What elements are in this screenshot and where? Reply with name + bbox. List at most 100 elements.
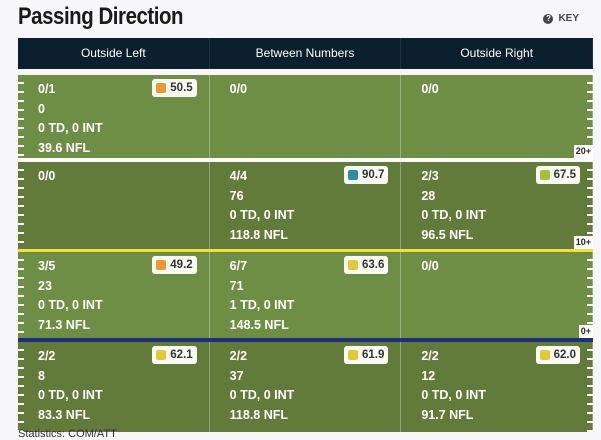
grade-value: 50.5: [170, 82, 193, 94]
hash-marks: [587, 342, 593, 432]
stat-line: 118.8 NFL: [229, 407, 289, 422]
blue-scrimmage-line: [18, 338, 593, 342]
stat-line: 0 TD, 0 INT: [38, 121, 103, 135]
footer-note: Statistics: COM/ATT: [18, 428, 117, 440]
grade-value: 67.5: [553, 169, 577, 181]
column-between-numbers: Between Numbers: [210, 38, 402, 69]
stat-line: 12: [421, 368, 436, 383]
column-outside-right: Outside Right: [401, 38, 594, 69]
stat-line: 76: [229, 188, 244, 203]
zone-cell[interactable]: 0/0: [401, 75, 594, 158]
zone-row: 0/1 0 0 TD, 0 INT 39.6 NFL 50.5 0/0 0/0 20+: [18, 75, 594, 158]
grade-value: 90.7: [361, 169, 385, 181]
grade-color-icon: [347, 170, 358, 180]
zone-cell[interactable]: 3/5 23 0 TD, 0 INT 71.3 NFL 49.2: [18, 252, 210, 338]
stat-line: 83.3 NFL: [38, 407, 91, 422]
stat-line: 2/2: [229, 349, 248, 363]
column-outside-left: Outside Left: [18, 38, 210, 69]
stat-line: 0 TD, 0 INT: [38, 388, 103, 402]
yard-label: 10+: [573, 236, 593, 249]
zone-cell[interactable]: 6/7 71 1 TD, 0 INT 148.5 NFL 63.6: [210, 252, 402, 338]
grade-color-icon: [539, 350, 550, 360]
stat-line: 71.3 NFL: [38, 317, 91, 332]
stat-line: 2/2: [38, 349, 56, 363]
zone-cell[interactable]: 2/2 8 0 TD, 0 INT 83.3 NFL 62.1: [18, 342, 210, 432]
hash-marks: [587, 162, 593, 249]
stat-line: 0: [38, 101, 45, 116]
column-header: Outside Left Between Numbers Outside Rig…: [18, 38, 594, 69]
grade-badge: 50.5: [152, 79, 197, 97]
zone-cell[interactable]: 2/3 28 0 TD, 0 INT 96.5 NFL 67.5: [401, 162, 594, 249]
stat-line: 0/0: [38, 169, 56, 183]
stat-line: 0/0: [421, 82, 439, 96]
grade-color-icon: [156, 83, 167, 93]
stat-line: 2/2: [421, 349, 439, 363]
zone-cell[interactable]: 0/0: [210, 75, 402, 158]
stat-line: 118.8 NFL: [229, 227, 289, 242]
hash-marks: [587, 75, 593, 158]
hash-marks: [18, 342, 24, 432]
stat-line: 0/0: [421, 259, 439, 273]
zone-cell[interactable]: 0/0: [401, 252, 594, 338]
grade-color-icon: [539, 170, 550, 180]
grade-color-icon: [347, 350, 358, 360]
stat-line: 0 TD, 0 INT: [229, 388, 295, 402]
zone-row: 2/2 8 0 TD, 0 INT 83.3 NFL 62.1 2/2 37 0 TD, 0 …: [18, 342, 594, 432]
stat-line: 37: [229, 368, 244, 383]
zone-cell[interactable]: 0/1 0 0 TD, 0 INT 39.6 NFL 50.5: [18, 75, 210, 158]
grade-badge: 49.2: [152, 256, 197, 274]
grade-value: 63.6: [361, 259, 385, 271]
grade-badge: 90.7: [343, 166, 389, 184]
field-grid: 0/1 0 0 TD, 0 INT 39.6 NFL 50.5 0/0 0/0 20+ 0/0 4…: [18, 75, 594, 432]
zone-row: 3/5 23 0 TD, 0 INT 71.3 NFL 49.2 6/7 71 1 TD, 0…: [18, 252, 594, 338]
key-button[interactable]: ? KEY: [543, 13, 579, 24]
stat-line: 4/4: [229, 169, 248, 183]
grade-color-icon: [156, 350, 167, 360]
grade-badge: 67.5: [535, 166, 581, 184]
stat-line: 0/0: [229, 82, 248, 96]
yellow-10-line: [18, 249, 593, 252]
hash-marks: [587, 252, 593, 338]
zone-row: 0/0 4/4 76 0 TD, 0 INT 118.8 NFL 90.7 2/3 28 0 T…: [18, 162, 594, 249]
stat-line: 8: [38, 368, 45, 383]
page-title: Passing Direction: [18, 3, 184, 30]
stat-line: 3/5: [38, 259, 56, 273]
stat-line: 1 TD, 0 INT: [229, 298, 295, 312]
grade-badge: 62.0: [535, 346, 581, 364]
zone-cell[interactable]: 2/2 37 0 TD, 0 INT 118.8 NFL 61.9: [210, 342, 402, 432]
stat-line: 71: [229, 278, 244, 293]
stat-line: 0 TD, 0 INT: [421, 388, 486, 402]
stat-line: 28: [421, 188, 436, 203]
yard-label: 20+: [573, 145, 593, 158]
grade-value: 62.0: [553, 349, 577, 361]
hash-marks: [18, 162, 24, 249]
yard-label: 0+: [578, 325, 593, 338]
hash-marks: [18, 75, 24, 158]
stat-line: 148.5 NFL: [229, 317, 289, 332]
zone-cell[interactable]: 2/2 12 0 TD, 0 INT 91.7 NFL 62.0: [401, 342, 594, 432]
stat-line: 0/1: [38, 82, 56, 96]
zone-cell[interactable]: 4/4 76 0 TD, 0 INT 118.8 NFL 90.7: [210, 162, 402, 249]
grade-value: 61.9: [361, 349, 385, 361]
stat-line: 39.6 NFL: [38, 140, 91, 155]
grade-color-icon: [347, 260, 358, 270]
stat-line: 0 TD, 0 INT: [229, 208, 295, 222]
white-20-line: [18, 158, 593, 162]
grade-badge: 63.6: [343, 256, 389, 274]
stat-line: 23: [38, 278, 52, 293]
grade-value: 49.2: [170, 259, 193, 271]
key-label: KEY: [558, 13, 579, 24]
grade-value: 62.1: [170, 349, 193, 361]
grade-badge: 61.9: [343, 346, 389, 364]
hash-marks: [18, 252, 24, 338]
help-icon: ?: [543, 13, 554, 24]
stat-line: 0 TD, 0 INT: [421, 208, 486, 222]
grade-color-icon: [156, 260, 167, 270]
stat-line: 2/3: [421, 169, 439, 183]
stat-line: 96.5 NFL: [421, 227, 474, 242]
grade-badge: 62.1: [152, 346, 197, 364]
stat-line: 0 TD, 0 INT: [38, 298, 103, 312]
stat-line: 6/7: [229, 259, 248, 273]
zone-cell[interactable]: 0/0: [18, 162, 210, 249]
stat-line: 91.7 NFL: [421, 407, 474, 422]
